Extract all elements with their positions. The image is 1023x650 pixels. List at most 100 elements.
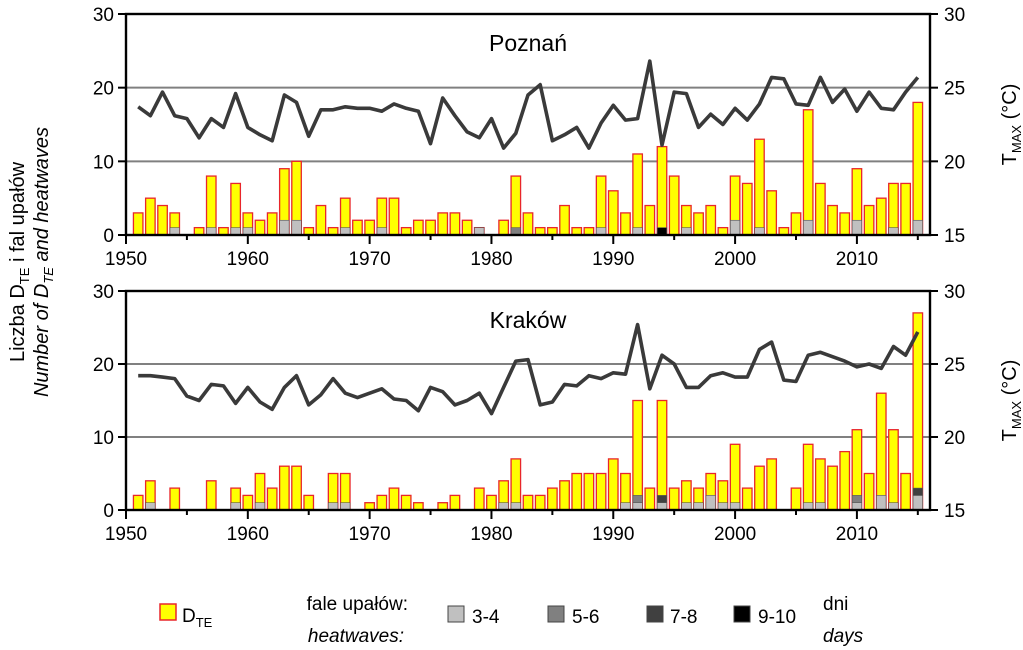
legend-label-3-4: 3-4 bbox=[472, 607, 500, 628]
bar-dte-2001 bbox=[741, 182, 753, 236]
bar-dte-2000 bbox=[729, 443, 741, 511]
bar-dte-2011 bbox=[863, 204, 875, 236]
bar-dte-2008 bbox=[827, 204, 838, 236]
bar-dte-1972 bbox=[388, 487, 400, 511]
bar-dte-2003 bbox=[766, 190, 778, 236]
bar-dte-1951 bbox=[132, 494, 144, 511]
bar-dte-2002 bbox=[754, 465, 765, 511]
bar-dte-2015 bbox=[912, 101, 924, 236]
ytick-right-label: 15 bbox=[944, 501, 965, 522]
bar-dte-2015 bbox=[912, 312, 924, 511]
legend-label-9-10: 9-10 bbox=[758, 607, 796, 628]
bar-heatwave-1994 bbox=[656, 495, 668, 503]
ylabel-left-en-text: Number of DTE and heatwaves bbox=[31, 127, 56, 397]
bar-dte-1957 bbox=[205, 175, 217, 236]
bar-dte-1976 bbox=[437, 212, 449, 236]
legend-days-pl: dni bbox=[823, 594, 848, 615]
legend: DTE fale upałów: heatwaves: 3-4 5-6 7-8 9-10 dn… bbox=[159, 594, 864, 647]
bar-dte-2014 bbox=[900, 182, 912, 236]
bar-dte-1965 bbox=[303, 494, 315, 511]
ytick-left-label: 20 bbox=[93, 79, 114, 100]
bar-dte-1951 bbox=[132, 212, 144, 236]
bar-heatwave-1998 bbox=[705, 495, 716, 511]
bar-dte-1972 bbox=[388, 197, 400, 236]
bar-dte-1960 bbox=[242, 494, 254, 511]
bar-dte-1969 bbox=[352, 219, 363, 236]
bar-dte-1988 bbox=[583, 472, 595, 511]
bar-dte-2008 bbox=[827, 465, 838, 511]
ytick-right-label: 25 bbox=[944, 79, 965, 100]
bar-dte-1994 bbox=[656, 145, 668, 236]
bar-dte-1954 bbox=[169, 487, 181, 511]
bar-heatwave-1963 bbox=[279, 219, 290, 236]
bar-dte-1989 bbox=[595, 175, 607, 236]
plot-frame bbox=[124, 289, 932, 512]
ytick-right-label: 20 bbox=[944, 152, 965, 173]
bar-heatwave-2000 bbox=[730, 219, 741, 236]
bar-heatwave-2012 bbox=[876, 495, 887, 511]
legend-days-en: days bbox=[823, 626, 864, 647]
legend-heatwaves-pl: fale upałów: bbox=[307, 594, 408, 615]
bar-dte-1963 bbox=[278, 465, 290, 511]
bar-dte-1966 bbox=[315, 204, 327, 236]
bar-dte-1977 bbox=[449, 494, 461, 511]
ytick-right-label: 30 bbox=[944, 5, 965, 26]
xtick-label: 1980 bbox=[470, 524, 512, 545]
bar-heatwave-2015 bbox=[912, 487, 923, 496]
bar-dte-2013 bbox=[888, 182, 899, 236]
tmax-line bbox=[137, 59, 920, 150]
xtick-label: 1990 bbox=[592, 249, 634, 270]
xtick-label: 2000 bbox=[714, 524, 756, 545]
bar-heatwave-2010 bbox=[851, 495, 862, 503]
bar-dte-2013 bbox=[888, 429, 899, 511]
bar-dte-1993 bbox=[644, 487, 656, 511]
ylabel-left-pl-text: Liczba DTE i fal upałów bbox=[7, 161, 32, 362]
bar-dte-1986 bbox=[559, 480, 570, 511]
bar-dte-1985 bbox=[546, 487, 558, 511]
xtick-label: 1950 bbox=[105, 524, 147, 545]
bar-heatwave-2010 bbox=[851, 219, 862, 236]
ylabel-left-pl: Liczba DTE i fal upałów bbox=[7, 161, 32, 362]
bar-dte-1953 bbox=[157, 204, 168, 236]
ylabel-right: TMAX (°C) bbox=[999, 84, 1023, 166]
plot-frame bbox=[124, 12, 932, 237]
bar-dte-2005 bbox=[790, 212, 802, 236]
xtick-label: 2010 bbox=[836, 524, 878, 545]
bar-dte-1990 bbox=[607, 458, 619, 511]
bar-dte-1970 bbox=[364, 219, 376, 236]
bar-dte-1989 bbox=[595, 472, 607, 511]
bar-dte-1987 bbox=[571, 472, 583, 511]
legend-label-7-8: 7-8 bbox=[670, 607, 697, 628]
ytick-left-label: 0 bbox=[103, 226, 114, 247]
bar-dte-1964 bbox=[291, 465, 302, 511]
bar-dte-1978 bbox=[461, 219, 473, 236]
bar-dte-1961 bbox=[254, 219, 266, 236]
ytick-left-label: 20 bbox=[93, 355, 114, 376]
bar-dte-1962 bbox=[266, 212, 278, 236]
bar-dte-1983 bbox=[522, 494, 534, 511]
bar-dte-1962 bbox=[266, 487, 278, 511]
ytick-left-label: 0 bbox=[103, 501, 114, 522]
bar-dte-1975 bbox=[425, 219, 436, 236]
ylabel-right: TMAX (°C) bbox=[999, 360, 1023, 442]
panel-title: Poznań bbox=[489, 30, 567, 56]
bar-dte-1983 bbox=[522, 212, 534, 236]
ylabel-right-text: TMAX (°C) bbox=[999, 84, 1023, 166]
ylabel-left-en: Number of DTE and heatwaves bbox=[31, 127, 56, 397]
xtick-label: 1960 bbox=[227, 249, 269, 270]
legend-label-5-6: 5-6 bbox=[572, 607, 599, 628]
xtick-label: 1990 bbox=[592, 524, 634, 545]
bar-dte-1994 bbox=[656, 399, 668, 511]
xtick-label: 1950 bbox=[105, 249, 147, 270]
bar-dte-1952 bbox=[144, 197, 156, 236]
ylabel-right-text: TMAX (°C) bbox=[999, 360, 1023, 442]
legend-swatch-3-4 bbox=[447, 605, 465, 623]
panel-0: 0 10 20 30 15 20 25 30 1950 1960 1970 1980 1990 2000 2… bbox=[93, 5, 1023, 270]
ytick-right-label: 25 bbox=[944, 355, 965, 376]
xtick-label: 1970 bbox=[348, 524, 390, 545]
bar-dte-1979 bbox=[473, 487, 485, 511]
ytick-left-label: 30 bbox=[93, 5, 114, 26]
bar-dte-1982 bbox=[510, 175, 522, 236]
legend-swatch-dte bbox=[159, 603, 177, 621]
